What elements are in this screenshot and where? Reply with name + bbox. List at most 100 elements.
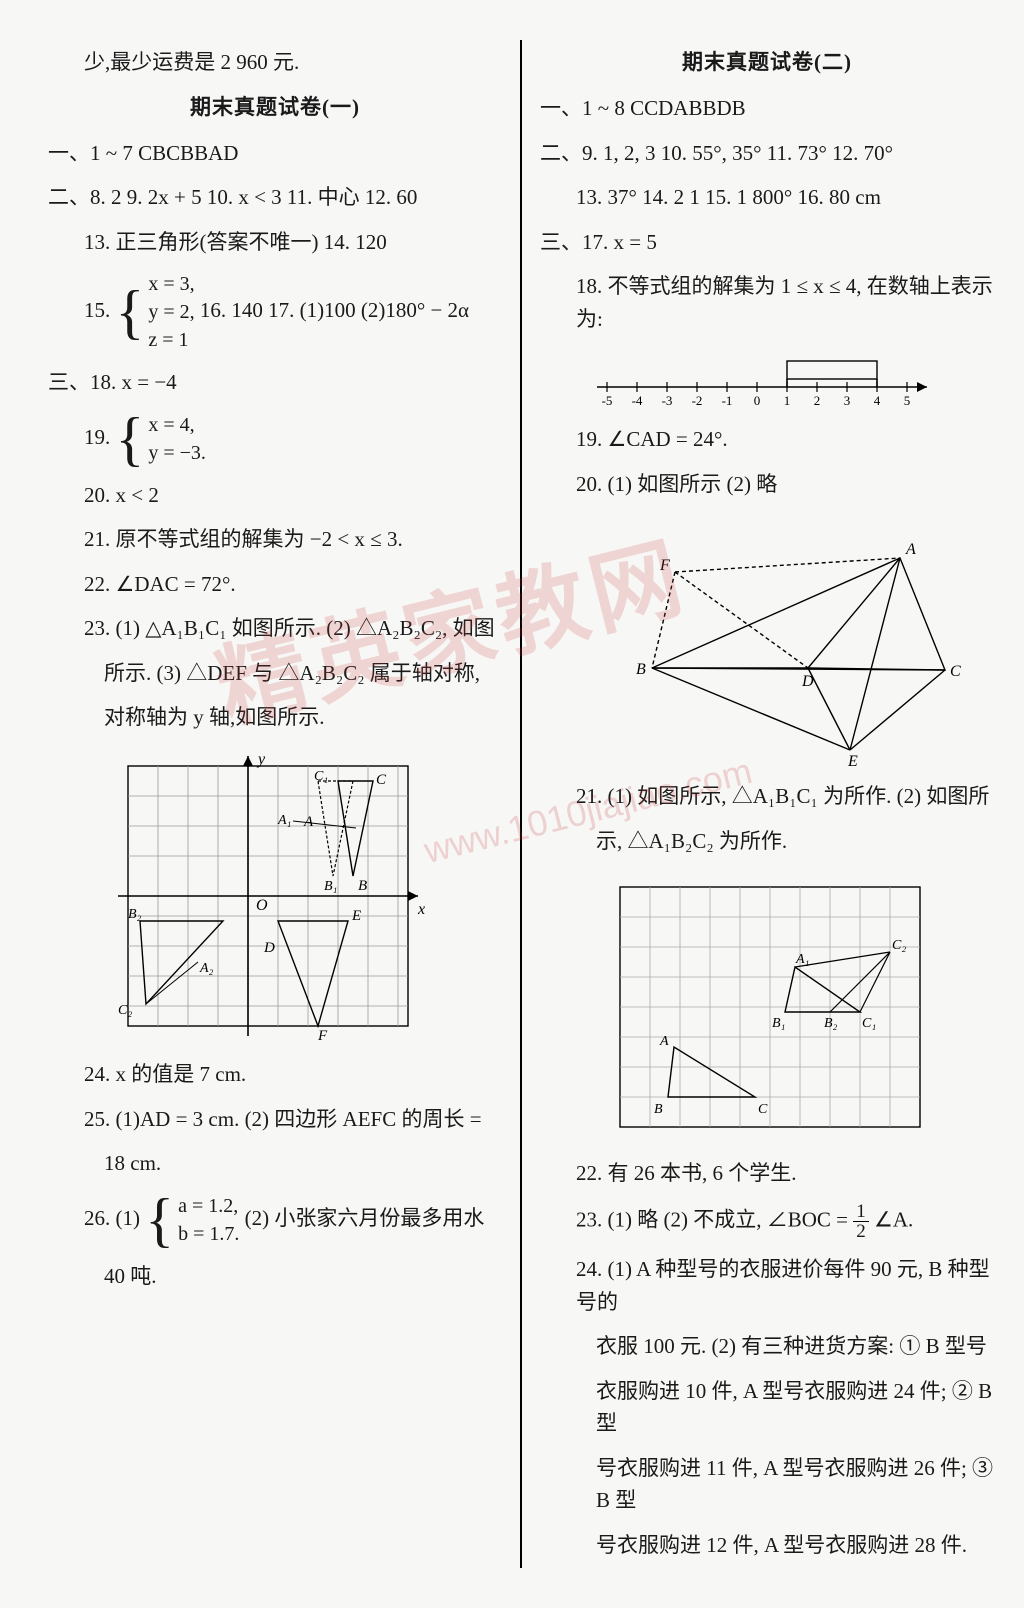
svg-text:A: A: [659, 1034, 669, 1049]
page: 少,最少运费是 2 960 元. 期末真题试卷(一) 一、1 ~ 7 CBCBB…: [0, 0, 1024, 1608]
r-ans-13-16: 13. 37° 14. 2 1 15. 1 800° 16. 80 cm: [540, 181, 994, 214]
svg-text:2: 2: [814, 393, 821, 408]
svg-text:E: E: [847, 753, 858, 770]
svg-text:C: C: [376, 772, 387, 788]
svg-text:C₂: C₂: [118, 1003, 132, 1018]
q15-rest: 16. 140 17. (1)100 (2)180° − 2α: [200, 298, 469, 322]
ans-21: 21. 原不等式组的解集为 −2 < x ≤ 3.: [48, 523, 502, 556]
brace-icon: {: [116, 285, 145, 339]
frac-num: 1: [853, 1202, 869, 1222]
q26-label: 26. (1): [84, 1205, 140, 1229]
r-ans-21b: 示, △A₁B₂C₂ 为所作.: [540, 825, 994, 858]
r-ans-17: 三、17. x = 5: [540, 226, 994, 259]
svg-text:1: 1: [784, 393, 791, 408]
svg-text:5: 5: [904, 393, 911, 408]
q15-label: 15.: [84, 298, 110, 322]
ans-23a: 23. (1) △A₁B₁C₁ 如图所示. (2) △A₂B₂C₂, 如图: [48, 612, 502, 645]
svg-text:D: D: [263, 940, 275, 956]
svg-text:C: C: [950, 663, 961, 680]
svg-text:F: F: [317, 1028, 328, 1044]
svg-text:x: x: [417, 901, 425, 918]
q26-rest: (2) 小张家六月份最多用水: [245, 1205, 485, 1229]
brace-icon: {: [145, 1193, 174, 1247]
svg-text:F: F: [659, 557, 670, 574]
svg-text:B: B: [654, 1102, 663, 1117]
geometry-figure: A B C D E F: [580, 510, 980, 770]
svg-text:A: A: [905, 541, 916, 558]
left-column: 少,最少运费是 2 960 元. 期末真题试卷(一) 一、1 ~ 7 CBCBB…: [48, 40, 520, 1568]
r-23-text: 23. (1) 略 (2) 不成立, ∠BOC =: [576, 1207, 853, 1231]
q19-label: 19.: [84, 425, 110, 449]
r-ans-21a: 21. (1) 如图所示, △A₁B₁C₁ 为所作. (2) 如图所: [540, 780, 994, 813]
ans-24: 24. x 的值是 7 cm.: [48, 1058, 502, 1091]
q15-y: y = 2,: [148, 298, 194, 326]
q15-z: z = 1: [148, 326, 194, 354]
svg-text:C₁: C₁: [314, 769, 328, 784]
svg-text:C₁: C₁: [862, 1016, 876, 1031]
svg-text:B₂: B₂: [128, 907, 142, 922]
r-23-tail: ∠A.: [874, 1207, 913, 1231]
q26-brace: { a = 1.2, b = 1.7.: [145, 1192, 239, 1248]
svg-text:B: B: [358, 878, 367, 894]
frac-den: 2: [853, 1222, 869, 1241]
ans-19: 19. { x = 4, y = −3.: [48, 411, 502, 467]
svg-text:-5: -5: [602, 393, 613, 408]
r-ans-20: 20. (1) 如图所示 (2) 略: [540, 468, 994, 501]
svg-text:A₁: A₁: [795, 952, 809, 967]
svg-text:-2: -2: [692, 393, 703, 408]
r-ans-22: 22. 有 26 本书, 6 个学生.: [540, 1157, 994, 1190]
r-ans-23: 23. (1) 略 (2) 不成立, ∠BOC = 1 2 ∠A.: [540, 1202, 994, 1241]
svg-text:D: D: [801, 673, 814, 690]
left-title: 期末真题试卷(一): [48, 91, 502, 121]
fraction: 1 2: [853, 1202, 869, 1241]
ans-23b: 所示. (3) △DEF 与 △A₂B₂C₂ 属于轴对称,: [48, 657, 502, 690]
ans-18: 三、18. x = −4: [48, 366, 502, 399]
svg-text:3: 3: [844, 393, 851, 408]
pre-text: 少,最少运费是 2 960 元.: [48, 46, 502, 79]
svg-text:y: y: [256, 751, 266, 768]
svg-text:O: O: [256, 897, 268, 914]
q15-brace: { x = 3, y = 2, z = 1: [116, 270, 195, 354]
svg-text:A₂: A₂: [199, 961, 214, 976]
r-ans-24c: 衣服购进 10 件, A 型号衣服购进 24 件; ② B 型: [540, 1375, 994, 1440]
r-ans-24b: 衣服 100 元. (2) 有三种进货方案: ① B 型号: [540, 1330, 994, 1363]
q15-x: x = 3,: [148, 270, 194, 298]
ans-23c: 对称轴为 y 轴,如图所示.: [48, 701, 502, 734]
q19-x: x = 4,: [148, 411, 206, 439]
r-ans-9-12: 二、9. 1, 2, 3 10. 55°, 35° 11. 73° 12. 70…: [540, 137, 994, 170]
svg-text:-3: -3: [662, 393, 673, 408]
ans-15: 15. { x = 3, y = 2, z = 1 16. 140 17. (1…: [48, 270, 502, 354]
r-ans-24d: 号衣服购进 11 件, A 型号衣服购进 26 件; ③ B 型: [540, 1452, 994, 1517]
svg-text:B₂: B₂: [824, 1016, 838, 1031]
svg-text:C₂: C₂: [892, 938, 906, 953]
svg-text:B: B: [636, 661, 646, 678]
q19-brace: { x = 4, y = −3.: [116, 411, 206, 467]
svg-text:0: 0: [754, 393, 761, 408]
svg-text:B₁: B₁: [324, 879, 337, 894]
svg-text:-1: -1: [722, 393, 733, 408]
q19-y: y = −3.: [148, 439, 206, 467]
right-column: 期末真题试卷(二) 一、1 ~ 8 CCDABBDB 二、9. 1, 2, 3 …: [522, 40, 994, 1568]
right-title: 期末真题试卷(二): [540, 46, 994, 76]
svg-text:-4: -4: [632, 393, 643, 408]
r-ans-19: 19. ∠CAD = 24°.: [540, 423, 994, 456]
ans-8-12: 二、8. 2 9. 2x + 5 10. x < 3 11. 中心 12. 60: [48, 181, 502, 214]
svg-text:A₁: A₁: [277, 813, 291, 828]
r-ans-24a: 24. (1) A 种型号的衣服进价每件 90 元, B 种型号的: [540, 1253, 994, 1318]
svg-text:4: 4: [874, 393, 881, 408]
ans-26: 26. (1) { a = 1.2, b = 1.7. (2) 小张家六月份最多…: [48, 1192, 502, 1248]
q26-b: b = 1.7.: [178, 1220, 239, 1248]
grid-figure-1: O x y C C₁ A A₁ B B₁ C₂ B₂ A₂ D E F: [108, 746, 428, 1046]
ans-22: 22. ∠DAC = 72°.: [48, 568, 502, 601]
svg-text:A: A: [303, 814, 314, 830]
r-ans-24e: 号衣服购进 12 件, A 型号衣服购进 28 件.: [540, 1529, 994, 1562]
ans-25b: 18 cm.: [48, 1147, 502, 1180]
r-ans-1-8: 一、1 ~ 8 CCDABBDB: [540, 92, 994, 125]
ans-20: 20. x < 2: [48, 479, 502, 512]
ans-25a: 25. (1)AD = 3 cm. (2) 四边形 AEFC 的周长 =: [48, 1103, 502, 1136]
brace-icon: {: [116, 412, 145, 466]
ans-13-14: 13. 正三角形(答案不唯一) 14. 120: [48, 226, 502, 259]
svg-text:B₁: B₁: [772, 1016, 785, 1031]
r-ans-18: 18. 不等式组的解集为 1 ≤ x ≤ 4, 在数轴上表示为:: [540, 270, 994, 335]
svg-text:E: E: [351, 908, 361, 924]
